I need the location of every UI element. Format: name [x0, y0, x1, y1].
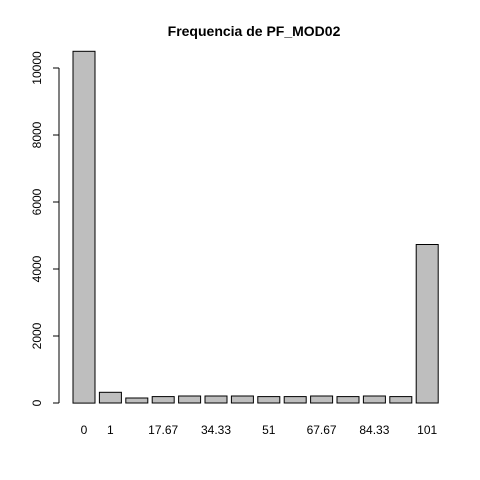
x-tick-label: 101	[417, 423, 437, 437]
bars	[72, 50, 439, 404]
bar	[72, 50, 96, 404]
bar	[204, 395, 228, 404]
bar	[310, 395, 334, 404]
bar	[257, 396, 281, 404]
bar	[151, 396, 175, 404]
y-tick-label: 0	[30, 399, 44, 406]
bar	[415, 244, 439, 404]
bar	[362, 395, 386, 404]
y-axis: 0 2000 4000 6000 8000 10000	[30, 51, 60, 406]
bar	[178, 395, 202, 404]
x-tick-label: 67.67	[307, 423, 337, 437]
x-tick-label: 84.33	[359, 423, 389, 437]
y-tick-label: 8000	[30, 121, 44, 148]
bar	[336, 396, 360, 404]
bar	[389, 396, 413, 404]
x-tick-label: 17.67	[148, 423, 178, 437]
x-tick-label: 34.33	[201, 423, 231, 437]
y-tick-label: 4000	[30, 255, 44, 282]
x-tick-label: 1	[107, 423, 114, 437]
x-tick-label: 0	[81, 423, 88, 437]
bar	[125, 397, 149, 404]
x-tick-label: 51	[262, 423, 276, 437]
chart-title: Frequencia de PF_MOD02	[168, 23, 341, 39]
y-tick-label: 10000	[30, 51, 44, 85]
bar	[230, 395, 254, 404]
bar	[283, 396, 307, 404]
y-tick-label: 2000	[30, 322, 44, 349]
y-tick-label: 6000	[30, 188, 44, 215]
x-axis-labels: 0 1 17.67 34.33 51 67.67 84.33 101	[81, 423, 438, 437]
bar	[98, 391, 122, 404]
